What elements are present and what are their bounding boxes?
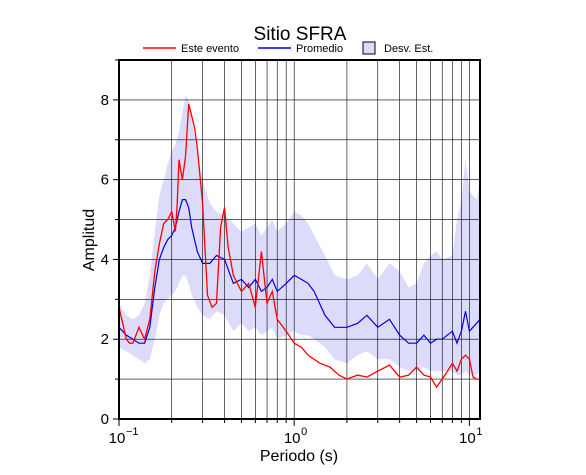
std-dev-band [119,95,480,376]
plot-frame [118,59,481,420]
x-tick-label-exponent: 1 [476,426,482,438]
plot-area [118,59,481,420]
y-tick-label: 8 [101,92,109,109]
legend-label-mean: Promedio [296,43,343,55]
x-tick-label: 10 [109,430,126,447]
x-tick-label: 10 [459,430,476,447]
y-tick-labels: 0 2 4 6 8 [101,92,109,428]
grid [119,60,480,419]
chart-title: Sitio SFRA [254,24,347,45]
y-tick-label: 2 [101,331,109,348]
series-line-promedio [118,199,481,345]
legend: Este evento Promedio Desv. Est. [143,41,433,55]
x-tick-labels: 10 −1 10 0 10 1 [109,426,483,447]
legend-swatch-band [362,41,376,55]
legend-label-event: Este evento [181,43,239,55]
x-tick-label-exponent: 0 [301,426,307,438]
x-axis-label: Periodo (s) [260,448,338,465]
x-tick-label: 10 [284,430,301,447]
legend-label-band: Desv. Est. [384,43,433,55]
y-tick-label: 4 [101,251,109,268]
y-tick-label: 6 [101,172,109,189]
x-tick-label-exponent: −1 [126,426,139,438]
y-tick-label: 0 [101,411,109,428]
y-axis-label: Amplitud [81,209,98,271]
axis-ticks [113,59,470,426]
series-line-este-evento [118,103,480,389]
